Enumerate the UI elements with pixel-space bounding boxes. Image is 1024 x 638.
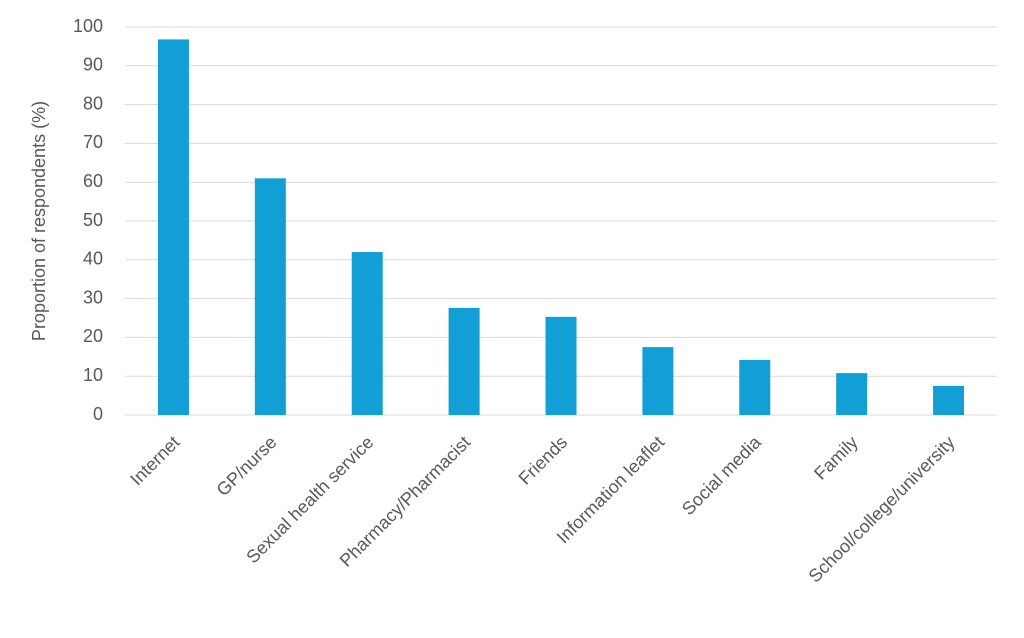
bar — [254, 178, 286, 415]
bar — [351, 252, 383, 415]
bar — [448, 307, 480, 415]
y-tick-label: 70 — [83, 132, 103, 152]
bar — [739, 359, 771, 415]
y-tick-label: 20 — [83, 326, 103, 346]
x-tick-label: Social media — [678, 431, 766, 519]
y-tick-label: 100 — [73, 16, 103, 36]
y-tick-label: 50 — [83, 210, 103, 230]
x-tick-label: Internet — [126, 432, 183, 489]
bar — [157, 39, 189, 415]
x-tick-label: Information leaflet — [553, 432, 668, 547]
x-tick-label: Friends — [515, 432, 572, 489]
y-tick-label: 90 — [83, 55, 103, 75]
bar — [545, 316, 577, 415]
y-axis-label: Proportion of respondents (%) — [29, 101, 49, 341]
x-tick-label: GP/nurse — [213, 432, 281, 500]
x-tick-label: Family — [810, 432, 862, 484]
y-tick-label: 10 — [83, 365, 103, 385]
y-tick-label: 0 — [93, 404, 103, 424]
y-tick-label: 30 — [83, 287, 103, 307]
y-tick-label: 60 — [83, 171, 103, 191]
bar — [933, 385, 965, 415]
y-tick-label: 80 — [83, 93, 103, 113]
bar — [642, 347, 674, 415]
bar — [836, 373, 868, 415]
y-tick-label: 40 — [83, 249, 103, 269]
